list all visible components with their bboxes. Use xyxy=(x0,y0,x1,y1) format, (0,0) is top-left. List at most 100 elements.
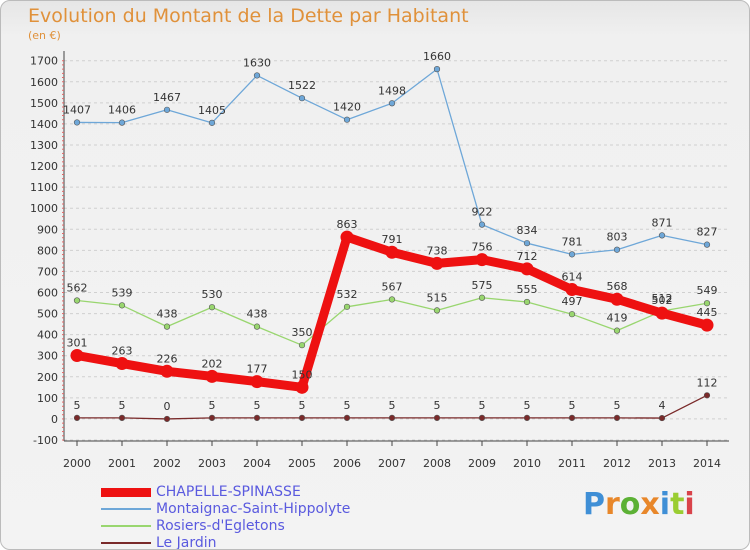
data-label: 445 xyxy=(697,306,718,319)
data-label: 112 xyxy=(697,376,718,389)
y-tick-label: 200 xyxy=(37,371,58,384)
data-point xyxy=(118,414,126,421)
legend-swatch xyxy=(101,542,151,544)
data-label: 712 xyxy=(517,250,538,263)
data-label: 738 xyxy=(427,244,448,257)
y-tick-label: 800 xyxy=(37,244,58,257)
data-point xyxy=(298,95,306,102)
data-label: 5 xyxy=(434,399,441,412)
y-tick-label: 1300 xyxy=(30,139,58,152)
legend-label: Le Jardin xyxy=(156,535,217,550)
data-point xyxy=(613,246,621,253)
data-label: 1420 xyxy=(333,101,361,114)
data-label: 756 xyxy=(472,241,493,254)
data-label: 515 xyxy=(427,291,448,304)
data-label: 5 xyxy=(299,399,306,412)
data-label: 5 xyxy=(569,399,576,412)
data-point xyxy=(205,369,219,383)
data-point xyxy=(115,357,129,371)
y-tick-label: 1100 xyxy=(30,181,58,194)
data-label: 177 xyxy=(247,363,268,376)
data-label: 863 xyxy=(337,218,358,231)
data-point xyxy=(118,119,126,126)
data-point xyxy=(385,245,399,259)
x-tick-label: 2005 xyxy=(288,457,316,470)
data-label: 1630 xyxy=(243,56,271,69)
data-label: 5 xyxy=(254,399,261,412)
data-point xyxy=(568,251,576,258)
data-label: 5 xyxy=(119,399,126,412)
data-point xyxy=(475,253,489,267)
data-point xyxy=(613,327,621,334)
data-point xyxy=(208,414,216,421)
x-tick-label: 2013 xyxy=(648,457,676,470)
data-label: 781 xyxy=(562,235,583,248)
data-point xyxy=(523,298,531,306)
y-tick-label: 400 xyxy=(37,329,58,342)
data-point xyxy=(703,241,711,248)
data-point xyxy=(700,318,714,332)
data-label: 1406 xyxy=(108,104,136,117)
data-label: 1498 xyxy=(378,84,406,97)
legend-item: Le Jardin xyxy=(101,535,421,550)
data-point xyxy=(568,414,576,421)
data-point xyxy=(658,232,666,239)
y-tick-label: 1600 xyxy=(30,76,58,89)
data-label: 827 xyxy=(697,226,718,239)
data-label: 5 xyxy=(74,399,81,412)
data-point xyxy=(478,414,486,421)
data-label: 549 xyxy=(697,284,718,297)
data-label: 5 xyxy=(389,399,396,412)
data-point xyxy=(343,116,351,123)
x-tick-label: 2002 xyxy=(153,457,181,470)
x-tick-label: 2010 xyxy=(513,457,541,470)
data-label: 834 xyxy=(517,224,538,237)
x-tick-label: 2009 xyxy=(468,457,496,470)
data-label: 1467 xyxy=(153,91,181,104)
data-label: 922 xyxy=(472,206,493,219)
data-label: 530 xyxy=(202,288,223,301)
data-point xyxy=(388,100,396,107)
x-tick-label: 2006 xyxy=(333,457,361,470)
data-point xyxy=(703,300,711,307)
y-tick-label: 1700 xyxy=(30,55,58,68)
data-point xyxy=(73,414,81,421)
data-point xyxy=(478,221,486,228)
data-point xyxy=(73,119,81,126)
legend-label: Rosiers-d'Egletons xyxy=(156,518,285,534)
y-tick-label: 900 xyxy=(37,223,58,236)
proxiti-logo: Proxiti xyxy=(583,487,695,522)
y-tick-label: 1200 xyxy=(30,160,58,173)
data-point xyxy=(163,106,171,113)
data-label: 5 xyxy=(614,399,621,412)
data-point xyxy=(163,323,171,330)
data-label: 568 xyxy=(607,280,628,293)
legend-item: CHAPELLE-SPINASSE xyxy=(101,484,421,501)
data-label: 555 xyxy=(517,283,538,296)
data-point xyxy=(70,349,84,363)
data-point xyxy=(610,292,624,306)
data-point xyxy=(523,414,531,421)
data-point xyxy=(388,414,396,421)
data-point xyxy=(478,294,486,301)
legend-label: Montaignac-Saint-Hippolyte xyxy=(156,501,351,517)
data-label: 1522 xyxy=(288,79,316,92)
data-label: 5 xyxy=(479,399,486,412)
y-tick-label: 600 xyxy=(37,286,58,299)
data-label: 438 xyxy=(247,308,268,321)
chart-title: Evolution du Montant de la Dette par Hab… xyxy=(28,5,469,27)
data-point xyxy=(568,311,576,318)
x-tick-label: 2008 xyxy=(423,457,451,470)
x-tick-label: 2003 xyxy=(198,457,226,470)
data-label: 512 xyxy=(652,292,673,305)
x-tick-label: 2004 xyxy=(243,457,271,470)
y-tick-label: 1500 xyxy=(30,97,58,110)
data-point xyxy=(613,414,621,421)
legend-label: CHAPELLE-SPINASSE xyxy=(156,484,301,500)
data-label: 532 xyxy=(337,288,358,301)
data-point xyxy=(73,297,81,304)
y-tick-label: 1400 xyxy=(30,118,58,131)
legend-swatch xyxy=(101,508,151,510)
data-point xyxy=(118,302,126,309)
data-label: 803 xyxy=(607,231,628,244)
